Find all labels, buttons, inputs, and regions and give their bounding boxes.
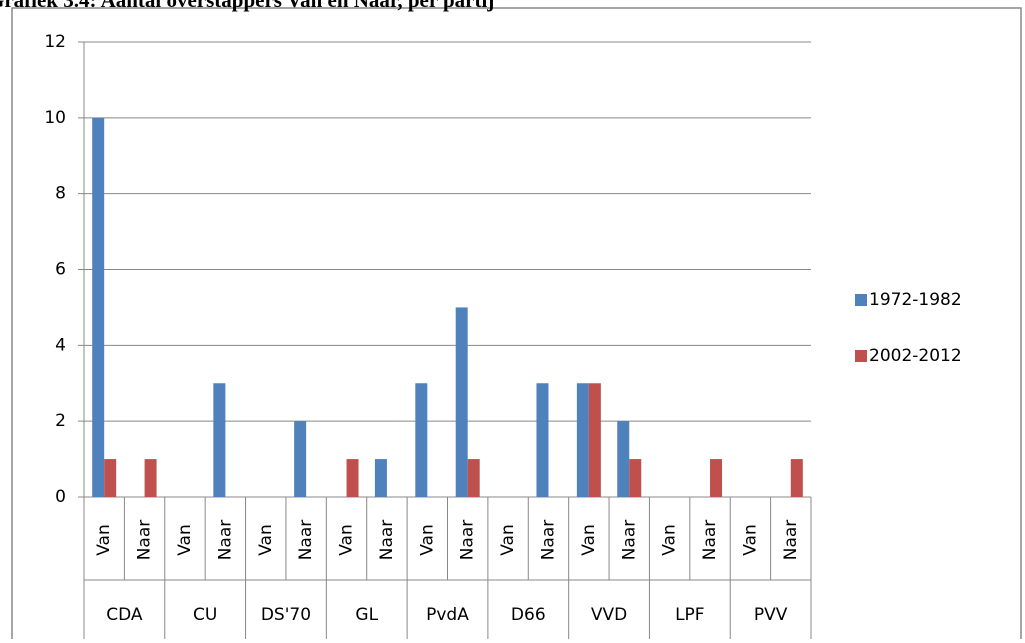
x-tick-label: Van bbox=[175, 524, 195, 556]
x-tick-label: Naar bbox=[458, 520, 478, 561]
legend-label: 1972-1982 bbox=[869, 290, 962, 310]
y-tick-label: 12 bbox=[44, 32, 66, 52]
bar bbox=[415, 383, 428, 497]
bar bbox=[617, 421, 630, 497]
group-label: GL bbox=[355, 605, 378, 625]
bar bbox=[467, 459, 480, 497]
legend-swatch bbox=[855, 294, 867, 306]
x-tick-label: Van bbox=[579, 524, 599, 556]
x-tick-label: Van bbox=[94, 524, 114, 556]
x-tick-label: Naar bbox=[135, 520, 155, 561]
group-label: PVV bbox=[754, 605, 788, 625]
bar bbox=[294, 421, 307, 497]
bar bbox=[144, 459, 157, 497]
chart-frame bbox=[11, 7, 1022, 643]
bar bbox=[576, 383, 589, 497]
x-tick-label: Van bbox=[660, 524, 680, 556]
x-tick-label: Van bbox=[256, 524, 276, 556]
group-label: VVD bbox=[591, 605, 627, 625]
y-tick-label: 2 bbox=[55, 411, 66, 431]
bar bbox=[710, 459, 723, 497]
y-tick-label: 10 bbox=[44, 108, 66, 128]
legend-swatch bbox=[855, 350, 867, 362]
y-tick-label: 6 bbox=[55, 260, 66, 280]
y-tick-label: 4 bbox=[55, 335, 66, 355]
bar bbox=[346, 459, 359, 497]
x-tick-label: Naar bbox=[377, 520, 397, 561]
chart-title: Grafiek 3.4: Aantal overstappers Van en … bbox=[0, 0, 494, 12]
bar bbox=[104, 459, 117, 497]
x-tick-label: Naar bbox=[296, 520, 316, 561]
x-tick-label: Naar bbox=[619, 520, 639, 561]
bar bbox=[629, 459, 642, 497]
bar bbox=[536, 383, 549, 497]
legend-label: 2002-2012 bbox=[869, 346, 962, 366]
x-tick-label: Naar bbox=[215, 520, 235, 561]
y-tick-label: 0 bbox=[55, 487, 66, 507]
x-tick-label: Naar bbox=[538, 520, 558, 561]
group-label: PvdA bbox=[426, 605, 469, 625]
group-label: LPF bbox=[675, 605, 705, 625]
x-tick-label: Van bbox=[417, 524, 437, 556]
group-label: D66 bbox=[511, 605, 546, 625]
group-label: CU bbox=[193, 605, 217, 625]
x-tick-label: Van bbox=[498, 524, 518, 556]
bar bbox=[374, 459, 387, 497]
bar bbox=[92, 117, 105, 497]
x-tick-label: Van bbox=[740, 524, 760, 556]
x-tick-label: Naar bbox=[700, 520, 720, 561]
bar bbox=[455, 307, 468, 497]
group-label: CDA bbox=[106, 605, 143, 625]
group-label: DS'70 bbox=[261, 605, 311, 625]
bar bbox=[588, 383, 601, 497]
bar bbox=[213, 383, 226, 497]
x-tick-label: Van bbox=[337, 524, 357, 556]
x-tick-label: Naar bbox=[781, 520, 801, 561]
bar bbox=[790, 459, 803, 497]
y-tick-label: 8 bbox=[55, 184, 66, 204]
